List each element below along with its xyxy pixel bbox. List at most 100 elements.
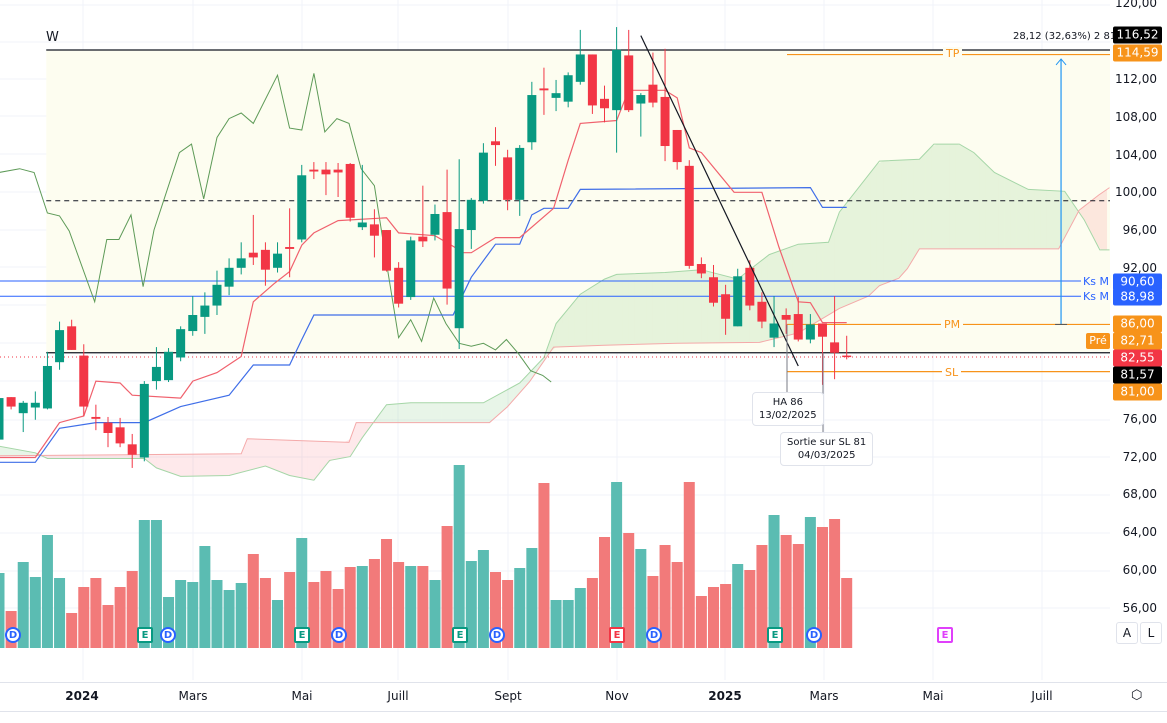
ichimoku-cloud-segment — [937, 144, 944, 249]
ichimoku-cloud-segment — [671, 271, 678, 344]
candle-body — [708, 277, 718, 303]
time-axis[interactable]: 2024 Mars Mai Juill Sept Nov 2025 Mars M… — [0, 682, 1167, 712]
volume-bar — [90, 578, 102, 648]
auto-scale-button[interactable]: A — [1116, 622, 1138, 644]
volume-bar — [574, 588, 586, 648]
earnings-marker[interactable]: E — [137, 627, 153, 643]
price-tick-label: 72,00 — [1122, 449, 1157, 464]
ichimoku-cloud-segment — [289, 440, 296, 477]
ichimoku-cloud-segment — [858, 179, 865, 301]
ichimoku-cloud-segment — [277, 439, 284, 474]
ichimoku-cloud-segment — [168, 454, 175, 475]
volume-bar — [756, 545, 768, 648]
volume-bar — [211, 580, 223, 648]
ichimoku-cloud-segment — [483, 399, 490, 423]
ichimoku-cloud-segment — [356, 422, 363, 448]
ichimoku-cloud-segment — [604, 276, 611, 346]
ichimoku-cloud-segment — [216, 453, 224, 476]
candle-body — [624, 55, 634, 111]
ichimoku-cloud-segment — [852, 187, 859, 303]
candle-body — [321, 169, 331, 175]
ichimoku-cloud-segment — [634, 273, 641, 345]
price-level-label: 116,52 — [1113, 26, 1162, 44]
volume-bar — [623, 533, 635, 648]
ichimoku-cloud-segment — [404, 402, 411, 423]
candle-body — [491, 141, 501, 146]
annotation-entry-date: 13/02/2025 — [759, 410, 817, 421]
volume-bar — [659, 545, 671, 648]
upcoming-earnings-marker[interactable]: E — [937, 627, 953, 643]
log-scale-button[interactable]: L — [1140, 622, 1162, 644]
dividend-marker[interactable]: D — [160, 627, 176, 643]
ichimoku-cloud-segment — [477, 402, 484, 423]
ichimoku-cloud-segment — [580, 290, 587, 347]
annotation-exit[interactable]: Sortie sur SL 81 04/03/2025 — [780, 432, 874, 466]
ichimoku-cloud-segment — [1004, 177, 1011, 249]
volume-bar — [465, 561, 477, 648]
ichimoku-cloud-segment — [901, 159, 908, 276]
candle-body — [757, 301, 767, 322]
chikou-span-line — [0, 73, 552, 383]
ichimoku-cloud-segment — [186, 454, 193, 477]
volume-bar — [611, 482, 623, 648]
candle-body — [188, 315, 198, 332]
dividend-marker[interactable]: D — [489, 627, 505, 643]
ichimoku-cloud-segment — [628, 273, 635, 345]
earnings-marker[interactable]: E — [452, 627, 468, 643]
dividend-marker[interactable]: D — [331, 627, 347, 643]
time-label: Juill — [1031, 689, 1053, 703]
ichimoku-cloud-segment — [325, 441, 333, 465]
time-label: Nov — [605, 689, 629, 703]
volume-bar — [502, 580, 514, 648]
earnings-marker-miss[interactable]: E — [609, 627, 625, 643]
ichimoku-cloud-segment — [441, 402, 448, 423]
earnings-marker[interactable]: E — [294, 627, 310, 643]
candle-body — [563, 75, 573, 102]
volume-bar — [114, 587, 126, 648]
ichimoku-cloud-segment — [610, 274, 617, 346]
ichimoku-cloud-segment — [428, 402, 435, 423]
candle-body — [382, 230, 392, 271]
trend-line — [640, 35, 799, 367]
ichimoku-cloud-segment — [495, 392, 502, 418]
volume-bar — [41, 535, 53, 648]
price-chart[interactable] — [0, 0, 1110, 680]
ichimoku-cloud-segment — [174, 454, 181, 477]
annotation-entry[interactable]: HA 86 13/02/2025 — [752, 392, 824, 426]
candle-body — [115, 427, 125, 444]
volume-bar — [816, 527, 828, 648]
ichimoku-cloud-segment — [810, 243, 817, 326]
ichimoku-cloud-segment — [271, 439, 278, 471]
ichimoku-cloud-segment — [1028, 189, 1035, 249]
ichimoku-cloud-segment — [1010, 180, 1017, 249]
settings-gear-icon[interactable]: ⬡ — [1131, 688, 1143, 703]
volume-bar — [441, 526, 453, 648]
ichimoku-cloud-segment — [162, 454, 169, 473]
price-tick-label: 64,00 — [1122, 525, 1157, 540]
ichimoku-cloud-segment — [447, 402, 454, 423]
earnings-marker[interactable]: E — [767, 627, 783, 643]
candle-body — [503, 157, 513, 200]
dividend-marker[interactable]: D — [5, 627, 21, 643]
volume-bar — [223, 590, 235, 648]
ichimoku-cloud-segment — [755, 260, 762, 343]
ichimoku-cloud-segment — [774, 250, 781, 339]
ichimoku-cloud-segment — [870, 164, 877, 294]
price-level-label: 90,60 — [1113, 273, 1162, 291]
dividend-marker[interactable]: D — [646, 627, 662, 643]
time-label: 2024 — [65, 689, 99, 703]
candle-body — [151, 366, 161, 382]
volume-bar — [683, 482, 695, 648]
candle-body — [745, 267, 755, 306]
ichimoku-cloud-segment — [241, 438, 248, 473]
ichimoku-cloud-segment — [1088, 197, 1095, 241]
ichimoku-cloud-segment — [955, 144, 962, 249]
dividend-marker[interactable]: D — [806, 627, 822, 643]
ichimoku-cloud-segment — [319, 441, 326, 473]
ichimoku-cloud-segment — [107, 454, 115, 459]
ichimoku-cloud-segment — [59, 455, 66, 459]
ichimoku-cloud-segment — [89, 454, 96, 459]
candle-body — [539, 88, 549, 91]
ichimoku-cloud-segment — [392, 403, 399, 423]
ichimoku-cloud-segment — [677, 271, 684, 344]
